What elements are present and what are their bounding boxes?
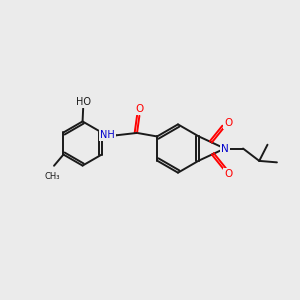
Text: CH₃: CH₃ bbox=[45, 172, 60, 181]
Text: NH: NH bbox=[100, 130, 115, 140]
Text: N: N bbox=[221, 143, 229, 154]
Text: HO: HO bbox=[76, 97, 91, 107]
Text: O: O bbox=[224, 169, 232, 179]
Text: O: O bbox=[135, 104, 143, 114]
Text: O: O bbox=[224, 118, 232, 128]
